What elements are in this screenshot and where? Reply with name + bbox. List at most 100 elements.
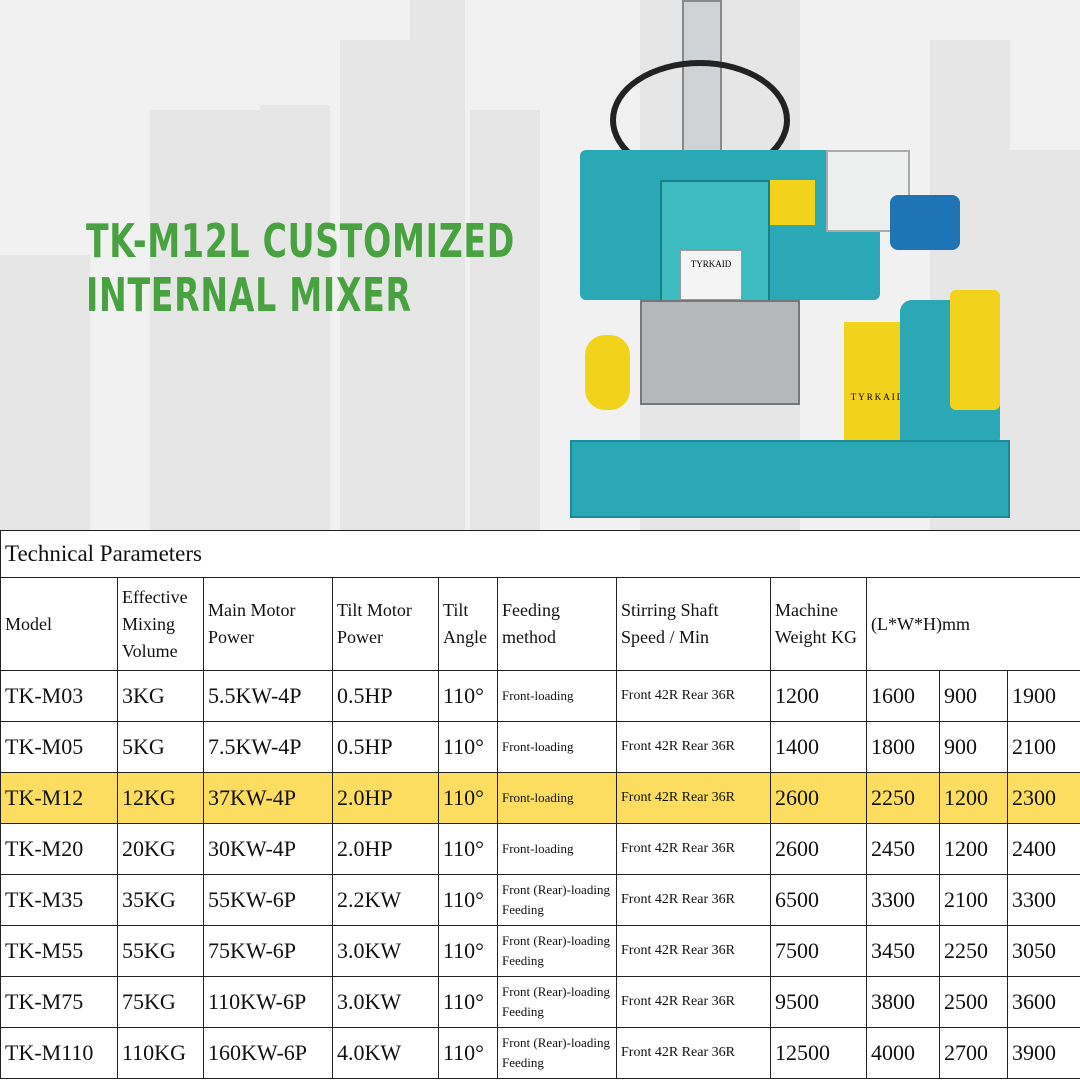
header-tilt-angle: Tilt Angle	[438, 577, 498, 671]
cell-volume: 20KG	[117, 823, 204, 875]
cell-volume: 3KG	[117, 670, 204, 722]
header-volume: Effective Mixing Volume	[117, 577, 204, 671]
cell-shaft-speed: Front 42R Rear 36R	[616, 670, 771, 722]
header-main-motor: Main Motor Power	[203, 577, 333, 671]
cell-height: 2100	[1006, 721, 1080, 773]
internal-mixer-photo: TYRKAID TYRKAID	[510, 0, 1030, 525]
title-line-1: TK-M12L CUSTOMIZED	[86, 214, 515, 268]
table-row: TK-M110 110KG 160KW-6P 4.0KW 110° Front (Rear…	[0, 1027, 1080, 1079]
cell-weight: 2600	[770, 772, 867, 824]
cell-shaft-speed: Front 42R Rear 36R	[616, 823, 771, 875]
cell-tilt-angle: 110°	[438, 772, 498, 824]
header-dimensions: (L*W*H)mm	[865, 577, 1080, 671]
cell-tilt-angle: 110°	[438, 721, 498, 773]
cell-tilt-angle: 110°	[438, 976, 498, 1028]
cell-model: TK-M75	[0, 976, 118, 1028]
cell-tilt-motor: 2.0HP	[332, 823, 439, 875]
cell-height: 2300	[1006, 772, 1080, 824]
cell-weight: 12500	[770, 1027, 867, 1079]
machine-base	[570, 440, 1010, 518]
table-row: TK-M35 35KG 55KW-6P 2.2KW 110° Front (Rear)-l…	[0, 874, 1080, 926]
header-weight: Machine Weight KG	[770, 577, 867, 671]
cell-weight: 1400	[770, 721, 867, 773]
table-header-row: Model Effective Mixing Volume Main Motor…	[0, 577, 1080, 671]
cell-length: 1800	[866, 721, 940, 773]
cell-length: 4000	[866, 1027, 940, 1079]
cell-model: TK-M12	[0, 772, 118, 824]
table-row: TK-M75 75KG 110KW-6P 3.0KW 110° Front (Rear)-…	[0, 976, 1080, 1028]
cell-height: 2400	[1006, 823, 1080, 875]
cell-model: TK-M03	[0, 670, 118, 722]
cell-model: TK-M35	[0, 874, 118, 926]
cell-tilt-angle: 110°	[438, 925, 498, 977]
gear-guard	[585, 335, 630, 410]
cell-feeding: Front-loading	[497, 721, 617, 773]
cell-feeding: Front-loading	[497, 823, 617, 875]
cell-tilt-motor: 0.5HP	[332, 721, 439, 773]
technical-parameters-table: Technical Parameters Model Effective Mix…	[0, 530, 1080, 1080]
cell-shaft-speed: Front 42R Rear 36R	[616, 976, 771, 1028]
cell-height: 1900	[1006, 670, 1080, 722]
cell-model: TK-M20	[0, 823, 118, 875]
cell-weight: 6500	[770, 874, 867, 926]
table-row: TK-M03 3KG 5.5KW-4P 0.5HP 110° Front-loading F…	[0, 670, 1080, 722]
cell-main-motor: 55KW-6P	[203, 874, 333, 926]
mixing-chamber	[660, 180, 770, 305]
cell-main-motor: 30KW-4P	[203, 823, 333, 875]
cell-main-motor: 37KW-4P	[203, 772, 333, 824]
coupling-guard	[950, 290, 1000, 410]
hero-banner: TK-M12L CUSTOMIZED INTERNAL MIXER TYRKAI…	[0, 0, 1080, 530]
table-row: TK-M05 5KG 7.5KW-4P 0.5HP 110° Front-loading F…	[0, 721, 1080, 773]
cell-feeding: Front (Rear)-loading Feeding	[497, 1027, 617, 1079]
cell-tilt-motor: 2.0HP	[332, 772, 439, 824]
cell-model: TK-M110	[0, 1027, 118, 1079]
motor	[890, 195, 960, 250]
cell-feeding: Front-loading	[497, 772, 617, 824]
cell-volume: 110KG	[117, 1027, 204, 1079]
header-tilt-motor: Tilt Motor Power	[332, 577, 439, 671]
cell-length: 3800	[866, 976, 940, 1028]
cell-length: 2450	[866, 823, 940, 875]
cell-volume: 12KG	[117, 772, 204, 824]
cell-weight: 7500	[770, 925, 867, 977]
cell-tilt-motor: 2.2KW	[332, 874, 439, 926]
cell-tilt-motor: 3.0KW	[332, 976, 439, 1028]
cell-shaft-speed: Front 42R Rear 36R	[616, 874, 771, 926]
hoses	[610, 60, 790, 180]
cell-length: 3300	[866, 874, 940, 926]
cell-shaft-speed: Front 42R Rear 36R	[616, 1027, 771, 1079]
table-row: TK-M55 55KG 75KW-6P 3.0KW 110° Front (Rear)-l…	[0, 925, 1080, 977]
cell-main-motor: 160KW-6P	[203, 1027, 333, 1079]
cell-tilt-angle: 110°	[438, 670, 498, 722]
cell-width: 2100	[939, 874, 1008, 926]
cell-height: 3900	[1006, 1027, 1080, 1079]
cell-main-motor: 5.5KW-4P	[203, 670, 333, 722]
cell-shaft-speed: Front 42R Rear 36R	[616, 721, 771, 773]
cell-tilt-motor: 0.5HP	[332, 670, 439, 722]
cell-model: TK-M55	[0, 925, 118, 977]
skyline-building	[410, 0, 465, 530]
nameplate: TYRKAID	[680, 250, 742, 300]
cell-width: 900	[939, 721, 1008, 773]
cell-main-motor: 75KW-6P	[203, 925, 333, 977]
cell-volume: 35KG	[117, 874, 204, 926]
cell-width: 2700	[939, 1027, 1008, 1079]
cell-height: 3600	[1006, 976, 1080, 1028]
cell-feeding: Front-loading	[497, 670, 617, 722]
cell-feeding: Front (Rear)-loading Feeding	[497, 976, 617, 1028]
cell-volume: 55KG	[117, 925, 204, 977]
table-caption: Technical Parameters	[0, 530, 1080, 578]
cell-shaft-speed: Front 42R Rear 36R	[616, 925, 771, 977]
cell-shaft-speed: Front 42R Rear 36R	[616, 772, 771, 824]
cell-tilt-angle: 110°	[438, 1027, 498, 1079]
discharge-hopper	[640, 300, 800, 405]
skyline-building	[150, 110, 260, 530]
cell-feeding: Front (Rear)-loading Feeding	[497, 874, 617, 926]
cell-weight: 9500	[770, 976, 867, 1028]
table-row: TK-M12 12KG 37KW-4P 2.0HP 110° Front-loading F…	[0, 772, 1080, 824]
cell-length: 1600	[866, 670, 940, 722]
cell-width: 900	[939, 670, 1008, 722]
cell-weight: 1200	[770, 670, 867, 722]
cell-width: 1200	[939, 772, 1008, 824]
product-title: TK-M12L CUSTOMIZED INTERNAL MIXER	[86, 214, 515, 322]
